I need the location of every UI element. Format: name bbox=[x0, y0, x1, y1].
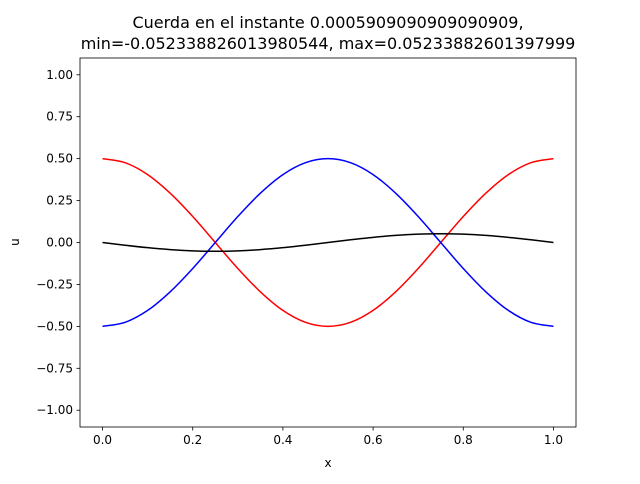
x-tick-label: 1.0 bbox=[544, 433, 563, 447]
x-tick-label: 0.6 bbox=[364, 433, 383, 447]
y-tick-label: 1.00 bbox=[46, 68, 73, 82]
y-tick-label: −0.50 bbox=[36, 319, 73, 333]
y-axis-label: u bbox=[8, 238, 22, 246]
x-tick-label: 0.2 bbox=[183, 433, 202, 447]
series-line-1 bbox=[102, 157, 554, 328]
series-line-0 bbox=[102, 157, 554, 328]
y-tick-label: 0.25 bbox=[46, 194, 73, 208]
plot-area: 0.0 0.2 0.4 0.6 0.8 1.0 −1.00 −0.75 −0.50 −0.25 0.… bbox=[36, 57, 577, 447]
x-tick-label: 0.4 bbox=[273, 433, 292, 447]
chart-title-line-1: Cuerda en el instante 0.0005909090909090… bbox=[132, 13, 523, 32]
series-line-2 bbox=[102, 232, 554, 253]
x-tick-label: 0.0 bbox=[93, 433, 112, 447]
y-tick-label: −0.75 bbox=[36, 361, 73, 375]
x-tick-label: 0.8 bbox=[454, 433, 473, 447]
y-tick-label: −1.00 bbox=[36, 403, 73, 417]
y-tick-label: 0.00 bbox=[46, 236, 73, 250]
y-tick-label: 0.75 bbox=[46, 110, 73, 124]
chart-title-line-2: min=-0.05233882601398054​4, max=0.052338… bbox=[81, 34, 576, 53]
y-tick-label: −0.25 bbox=[36, 277, 73, 291]
y-tick-label: 0.50 bbox=[46, 152, 73, 166]
x-axis-label: x bbox=[324, 456, 331, 470]
